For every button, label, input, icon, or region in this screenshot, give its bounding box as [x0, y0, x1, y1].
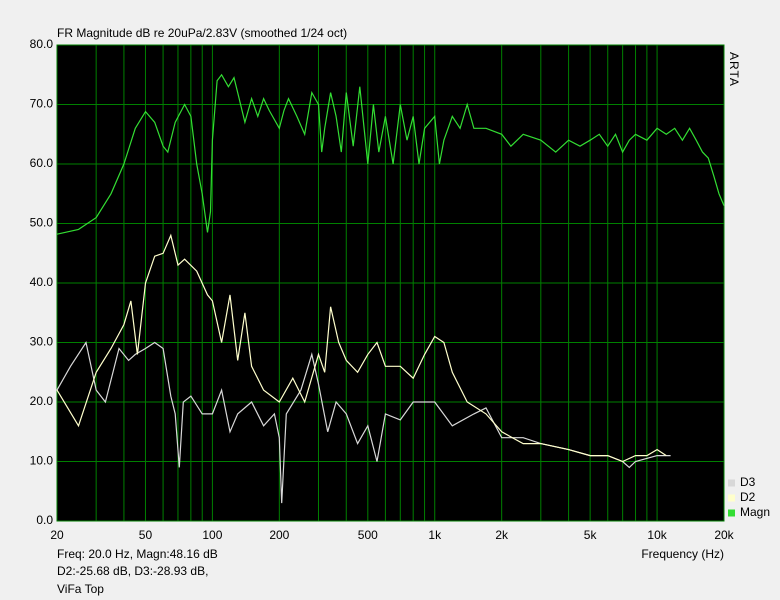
annotation: ViFa Top	[57, 582, 104, 596]
side-label: ARTA	[727, 52, 741, 87]
x-tick-label: 5k	[584, 528, 598, 542]
y-tick-label: 40.0	[30, 275, 54, 289]
x-tick-label: 500	[358, 528, 378, 542]
legend-swatch	[728, 509, 735, 517]
legend-label: D2	[740, 490, 756, 504]
legend-swatch	[728, 479, 735, 487]
y-tick-label: 10.0	[30, 454, 54, 468]
legend-label: Magn	[740, 505, 770, 519]
x-tick-label: 100	[202, 528, 222, 542]
y-tick-label: 50.0	[30, 216, 54, 230]
y-tick-label: 60.0	[30, 156, 54, 170]
series-line	[56, 233, 667, 463]
plot-border	[56, 44, 725, 522]
x-tick-label: 2k	[495, 528, 509, 542]
x-tick-label: 20k	[714, 528, 734, 542]
series-line	[56, 73, 725, 235]
x-tick-label: 50	[139, 528, 153, 542]
legend-swatch	[728, 494, 735, 502]
chart-title: FR Magnitude dB re 20uPa/2.83V (smoothed…	[57, 26, 347, 40]
y-tick-label: 70.0	[30, 97, 54, 111]
x-tick-label: 20	[50, 528, 64, 542]
annotation: D2:-25.68 dB, D3:-28.93 dB,	[57, 564, 208, 578]
legend-label: D3	[740, 475, 756, 489]
y-tick-label: 80.0	[30, 37, 54, 51]
x-tick-label: 10k	[647, 528, 667, 542]
y-tick-label: 20.0	[30, 394, 54, 408]
y-tick-label: 0.0	[36, 513, 53, 527]
x-axis-label: Frequency (Hz)	[641, 547, 724, 561]
x-tick-label: 1k	[428, 528, 442, 542]
series-line	[56, 340, 671, 504]
y-tick-label: 30.0	[30, 335, 54, 349]
annotation: Freq: 20.0 Hz, Magn:48.16 dB	[57, 547, 218, 561]
x-tick-label: 200	[269, 528, 289, 542]
